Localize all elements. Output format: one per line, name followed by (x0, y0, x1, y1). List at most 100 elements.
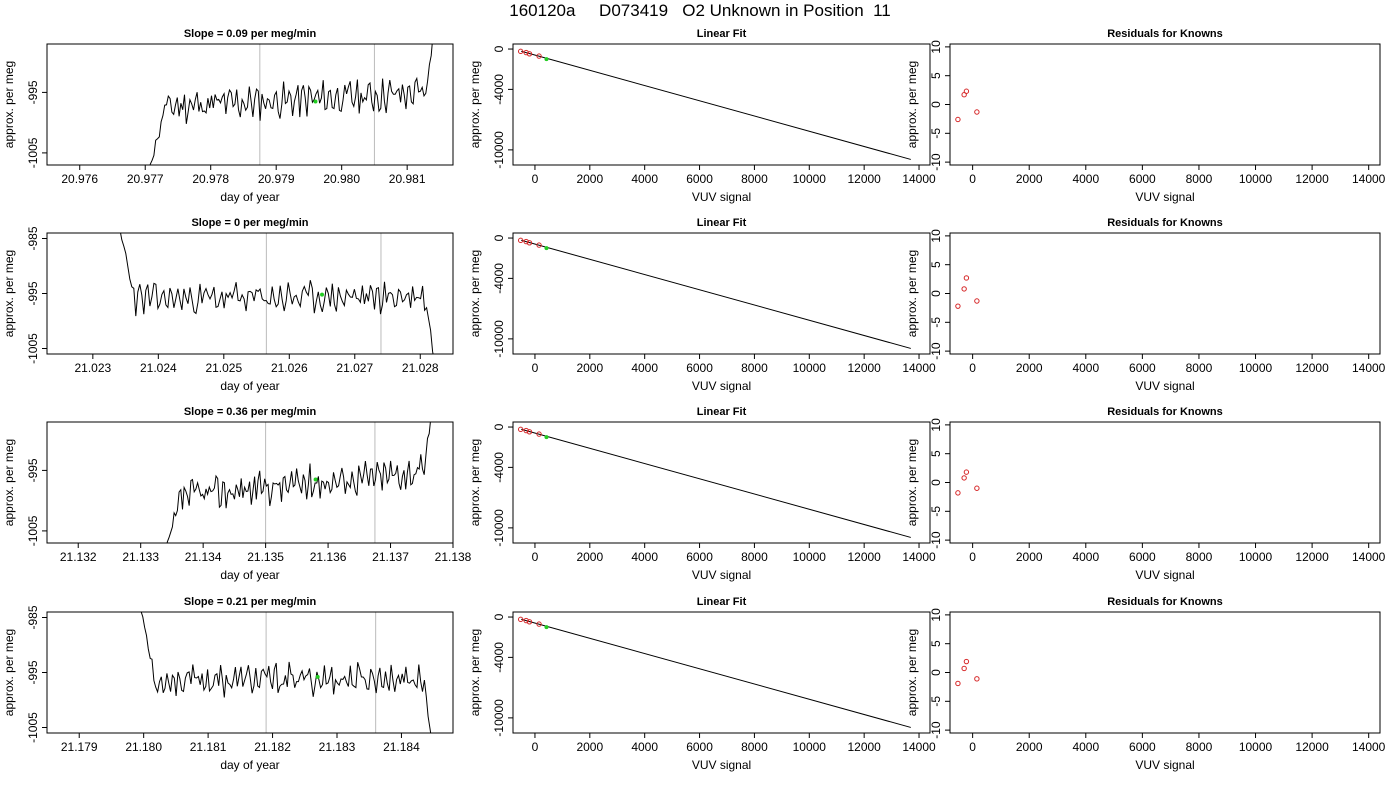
y-tick-label: -5 (929, 696, 943, 707)
plot-area (166, 422, 431, 543)
residual-point (974, 298, 980, 304)
residual-point (961, 475, 967, 481)
y-tick-label: -985 (26, 605, 40, 629)
x-tick-label: 20.978 (192, 172, 229, 186)
x-tick-label: 12000 (1295, 740, 1329, 754)
time-series-line (166, 422, 431, 543)
residual-point (955, 116, 961, 123)
x-tick-label: 8000 (741, 740, 768, 754)
y-tick-label: -10000 (492, 699, 506, 737)
y-tick-label: 0 (492, 613, 506, 620)
y-tick-label: -995 (26, 660, 40, 684)
x-tick-label: 10000 (793, 172, 827, 186)
panel-4-3: Residuals for Knowns VUV signal approx. pe… (905, 596, 1386, 772)
y-axis-label: approx. per meg (905, 61, 919, 148)
x-tick-label: 8000 (1186, 550, 1213, 564)
panel-title: Linear Fit (697, 28, 747, 40)
y-tick-label: 0 (929, 479, 943, 486)
x-tick-label: 21.025 (205, 361, 242, 375)
y-axis-label: approx. per meg (468, 61, 482, 148)
y-axis-label: approx. per meg (2, 61, 16, 148)
y-tick-label: 5 (929, 450, 943, 457)
x-tick-label: 14000 (1352, 740, 1386, 754)
x-axis-label: VUV signal (1135, 190, 1194, 204)
panel-4-1: Slope = 0.21 per meg/min day of year appro… (2, 596, 454, 772)
y-tick-label: -1005 (26, 712, 40, 743)
x-axis-label: VUV signal (692, 568, 751, 582)
known-point (517, 426, 524, 433)
y-tick-label: -5 (929, 506, 943, 517)
x-tick-label: 0 (969, 172, 976, 186)
y-tick-label: 0 (929, 290, 943, 297)
x-tick-label: 8000 (741, 550, 768, 564)
y-tick-label: -4000 (492, 452, 506, 483)
y-axis-label: approx. per meg (905, 439, 919, 526)
plot-frame (46, 232, 454, 355)
y-tick-label: 5 (929, 640, 943, 647)
x-tick-label: 21.027 (336, 361, 373, 375)
x-tick-label: 12000 (847, 172, 881, 186)
x-tick-label: 2000 (576, 361, 603, 375)
x-tick-label: 8000 (741, 361, 768, 375)
y-axis-label: approx. per meg (468, 250, 482, 337)
x-axis-label: VUV signal (1135, 379, 1194, 393)
known-point (536, 621, 542, 627)
x-tick-label: 21.181 (190, 740, 227, 754)
panel-4-2: Linear Fit VUV signal approx. per meg 0 2000… (468, 596, 936, 772)
known-point (526, 619, 533, 625)
residual-point (961, 286, 967, 292)
x-tick-label: 10000 (1239, 550, 1273, 564)
plot-area (517, 48, 911, 160)
x-tick-label: 21.180 (125, 740, 162, 754)
unknown-marker (313, 477, 318, 482)
plot-area (149, 44, 433, 165)
y-tick-label: 0 (929, 669, 943, 676)
x-tick-label: 8000 (1186, 172, 1213, 186)
known-point (517, 237, 524, 244)
x-tick-label: 2000 (576, 172, 603, 186)
y-tick-label: -4000 (492, 642, 506, 673)
residual-point (963, 658, 970, 665)
unknown-marker (315, 674, 320, 679)
y-axis-label: approx. per meg (905, 629, 919, 716)
plot-frame (949, 421, 1381, 544)
x-axis-label: VUV signal (692, 379, 751, 393)
unknown-point (544, 625, 549, 630)
x-axis-label: day of year (220, 190, 279, 204)
panel-title: Residuals for Knowns (1107, 406, 1223, 418)
x-tick-label: 0 (532, 172, 539, 186)
x-tick-label: 4000 (1072, 361, 1099, 375)
x-tick-label: 6000 (1129, 361, 1156, 375)
x-tick-label: 4000 (631, 550, 658, 564)
x-tick-label: 0 (532, 361, 539, 375)
x-tick-label: 20.976 (61, 172, 98, 186)
y-tick-label: -5 (929, 317, 943, 328)
y-tick-label: -10000 (492, 320, 506, 358)
x-tick-label: 2000 (576, 550, 603, 564)
x-tick-label: 0 (532, 550, 539, 564)
y-tick-label: 0 (929, 101, 943, 108)
x-axis-label: VUV signal (1135, 758, 1194, 772)
x-tick-label: 4000 (1072, 172, 1099, 186)
residual-point (955, 303, 961, 309)
plot-area (955, 658, 980, 687)
y-tick-label: 5 (929, 72, 943, 79)
residual-point (974, 676, 980, 682)
x-tick-label: 10000 (793, 361, 827, 375)
y-tick-label: -4000 (492, 263, 506, 294)
x-tick-label: 10000 (793, 550, 827, 564)
x-tick-label: 21.138 (435, 550, 472, 564)
x-tick-label: 12000 (847, 550, 881, 564)
x-axis-label: day of year (220, 568, 279, 582)
x-tick-label: 21.026 (271, 361, 308, 375)
plot-frame (46, 43, 454, 166)
y-tick-label: 0 (492, 234, 506, 241)
residual-point (963, 275, 970, 281)
x-axis-label: day of year (220, 379, 279, 393)
x-tick-label: 12000 (1295, 172, 1329, 186)
panel-3-2: Linear Fit VUV signal approx. per meg 0 2000… (468, 406, 936, 582)
plot-area (955, 275, 980, 309)
x-tick-label: 21.132 (60, 550, 97, 564)
panel-title: Linear Fit (697, 406, 747, 418)
y-tick-label: 0 (492, 45, 506, 52)
